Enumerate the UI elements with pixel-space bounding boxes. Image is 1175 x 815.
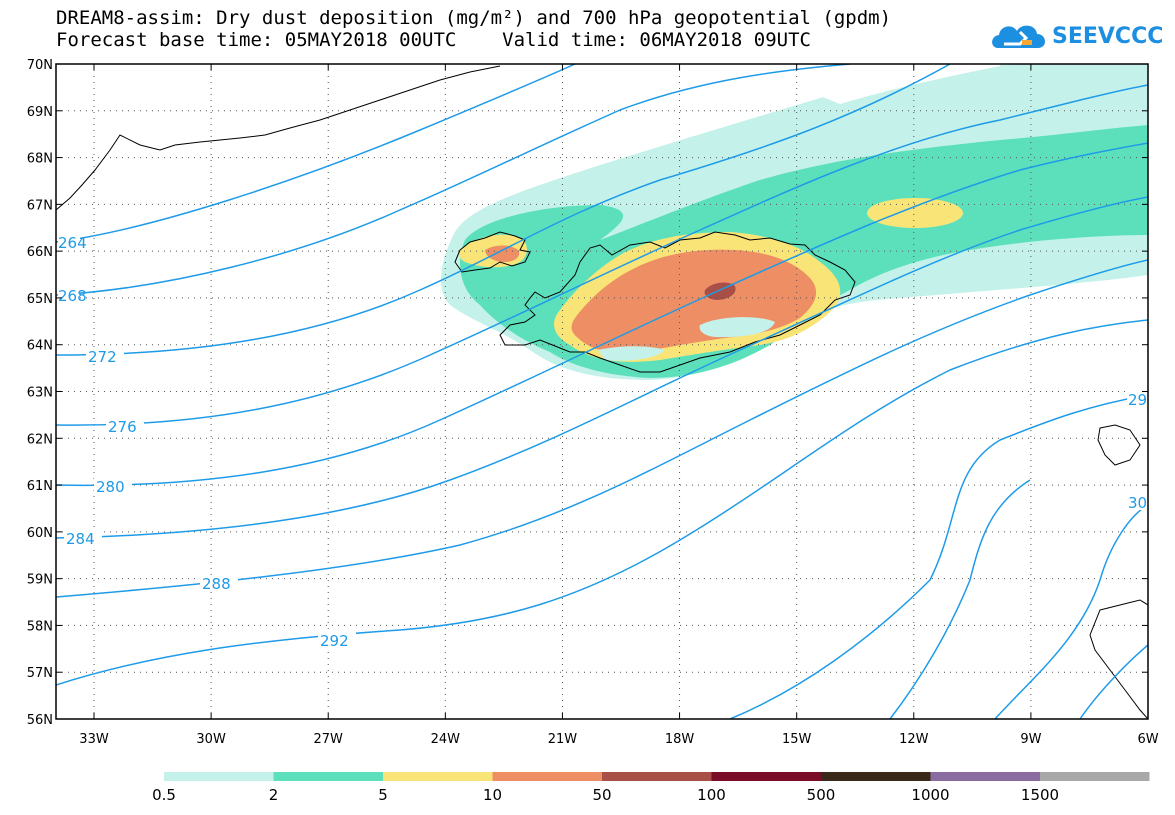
lon-label: 12W xyxy=(899,732,929,747)
legend-swatch xyxy=(602,772,712,781)
lat-label: 68N xyxy=(27,152,53,167)
legend-label: 500 xyxy=(807,786,836,804)
legend-labels: 0.5 2 5 10 50 100 500 1000 1500 xyxy=(152,786,1059,804)
valid-time: Valid time: 06MAY2018 09UTC xyxy=(502,29,811,51)
contour-label-284: 284 xyxy=(66,530,95,548)
legend-color-bar xyxy=(164,772,1150,781)
map-subtitle: Forecast base time: 05MAY2018 00UTC Vali… xyxy=(56,29,811,51)
lat-label: 63N xyxy=(27,386,53,401)
legend-label: 1500 xyxy=(1021,786,1059,804)
latitude-labels: 70N 69N 68N 67N 66N 65N 64N 63N 62N 61N 60N 59N 58N 5… xyxy=(27,58,53,728)
legend-swatch xyxy=(930,772,1040,781)
westfjords-coastline xyxy=(454,231,531,273)
lon-label: 30W xyxy=(196,732,226,747)
lon-label: 27W xyxy=(314,732,344,747)
contour-29x xyxy=(729,394,1148,719)
map-title: DREAM8-assim: Dry dust deposition (mg/m²… xyxy=(56,7,892,29)
legend-label: 100 xyxy=(697,786,726,804)
lat-label: 69N xyxy=(27,105,53,120)
lat-label: 56N xyxy=(27,713,53,728)
legend-label: 5 xyxy=(378,786,388,804)
geopotential-contours xyxy=(56,64,1148,719)
dust-interior-patch xyxy=(699,317,775,338)
forecast-base-time: Forecast base time: 05MAY2018 00UTC xyxy=(56,29,457,51)
legend-swatch xyxy=(711,772,821,781)
contour-label-288: 288 xyxy=(202,575,231,593)
dust-band-5-offshore xyxy=(867,198,963,228)
greenland-coastline xyxy=(56,65,501,211)
lat-label: 65N xyxy=(27,292,53,307)
lat-label: 57N xyxy=(27,666,53,681)
contour-label-264: 264 xyxy=(58,234,87,252)
legend-swatch xyxy=(821,772,931,781)
contour-264 xyxy=(56,64,576,243)
contour-292 xyxy=(56,319,1148,686)
lat-label: 64N xyxy=(27,339,53,354)
contour-label-292: 292 xyxy=(320,632,349,650)
contour-268 xyxy=(56,64,851,296)
contour-label-29: 29 xyxy=(1128,391,1147,409)
scotland-coastline xyxy=(1089,599,1148,719)
contour-280 xyxy=(56,142,1148,487)
contour-30x xyxy=(889,479,1031,719)
contour-label-276: 276 xyxy=(108,418,137,436)
contour-272 xyxy=(56,64,951,356)
contour-284 xyxy=(56,196,1148,539)
dust-interior-patch-2 xyxy=(598,346,665,361)
legend-swatch xyxy=(164,772,274,781)
contour-label-30: 30 xyxy=(1128,494,1147,512)
contour-label-272: 272 xyxy=(88,348,117,366)
coastlines xyxy=(56,65,1148,719)
longitude-labels: 33W 30W 27W 24W 21W 18W 15W 12W 9W 6W xyxy=(79,732,1158,747)
dust-band-0.5-white-gap xyxy=(820,64,1000,104)
logo-text: SEEVCCC xyxy=(1052,24,1164,49)
legend-swatch xyxy=(1040,772,1150,781)
contour-304 xyxy=(1079,644,1148,719)
lon-label: 24W xyxy=(431,732,461,747)
lat-label: 62N xyxy=(27,432,53,447)
lat-label: 58N xyxy=(27,619,53,634)
legend-label: 10 xyxy=(483,786,502,804)
legend-label: 2 xyxy=(269,786,279,804)
lon-label: 15W xyxy=(782,732,812,747)
lon-label: 33W xyxy=(79,732,109,747)
gridlines xyxy=(56,64,1148,719)
lon-label: 18W xyxy=(665,732,695,747)
contour-labels: 264 268 272 276 280 284 288 292 29 30 xyxy=(58,234,1148,650)
lon-label: 6W xyxy=(1137,732,1158,747)
contour-label-280: 280 xyxy=(96,478,125,496)
lat-label: 70N xyxy=(27,58,53,73)
lat-label: 61N xyxy=(27,479,53,494)
lon-label: 21W xyxy=(548,732,578,747)
axis-ticks xyxy=(56,63,1149,720)
legend-label: 0.5 xyxy=(152,786,176,804)
legend-swatch xyxy=(492,772,602,781)
legend-label: 50 xyxy=(592,786,611,804)
legend-swatch xyxy=(273,772,383,781)
contour-300 xyxy=(994,504,1148,719)
lat-label: 66N xyxy=(27,245,53,260)
iceland-coastline xyxy=(499,231,856,373)
lat-label: 67N xyxy=(27,198,53,213)
contour-276 xyxy=(56,84,1148,426)
seevccc-logo: SEEVCCC xyxy=(990,18,1164,58)
contour-288 xyxy=(56,259,1148,598)
contour-label-268: 268 xyxy=(58,287,87,305)
legend-label: 1000 xyxy=(911,786,949,804)
cloud-icon xyxy=(992,25,1046,48)
lon-label: 9W xyxy=(1020,732,1041,747)
dust-band-10-westfjords xyxy=(485,245,520,262)
faroe-islands-coastline xyxy=(1097,424,1141,466)
legend-swatch xyxy=(383,772,493,781)
lat-label: 60N xyxy=(27,526,53,541)
lat-label: 59N xyxy=(27,573,53,588)
